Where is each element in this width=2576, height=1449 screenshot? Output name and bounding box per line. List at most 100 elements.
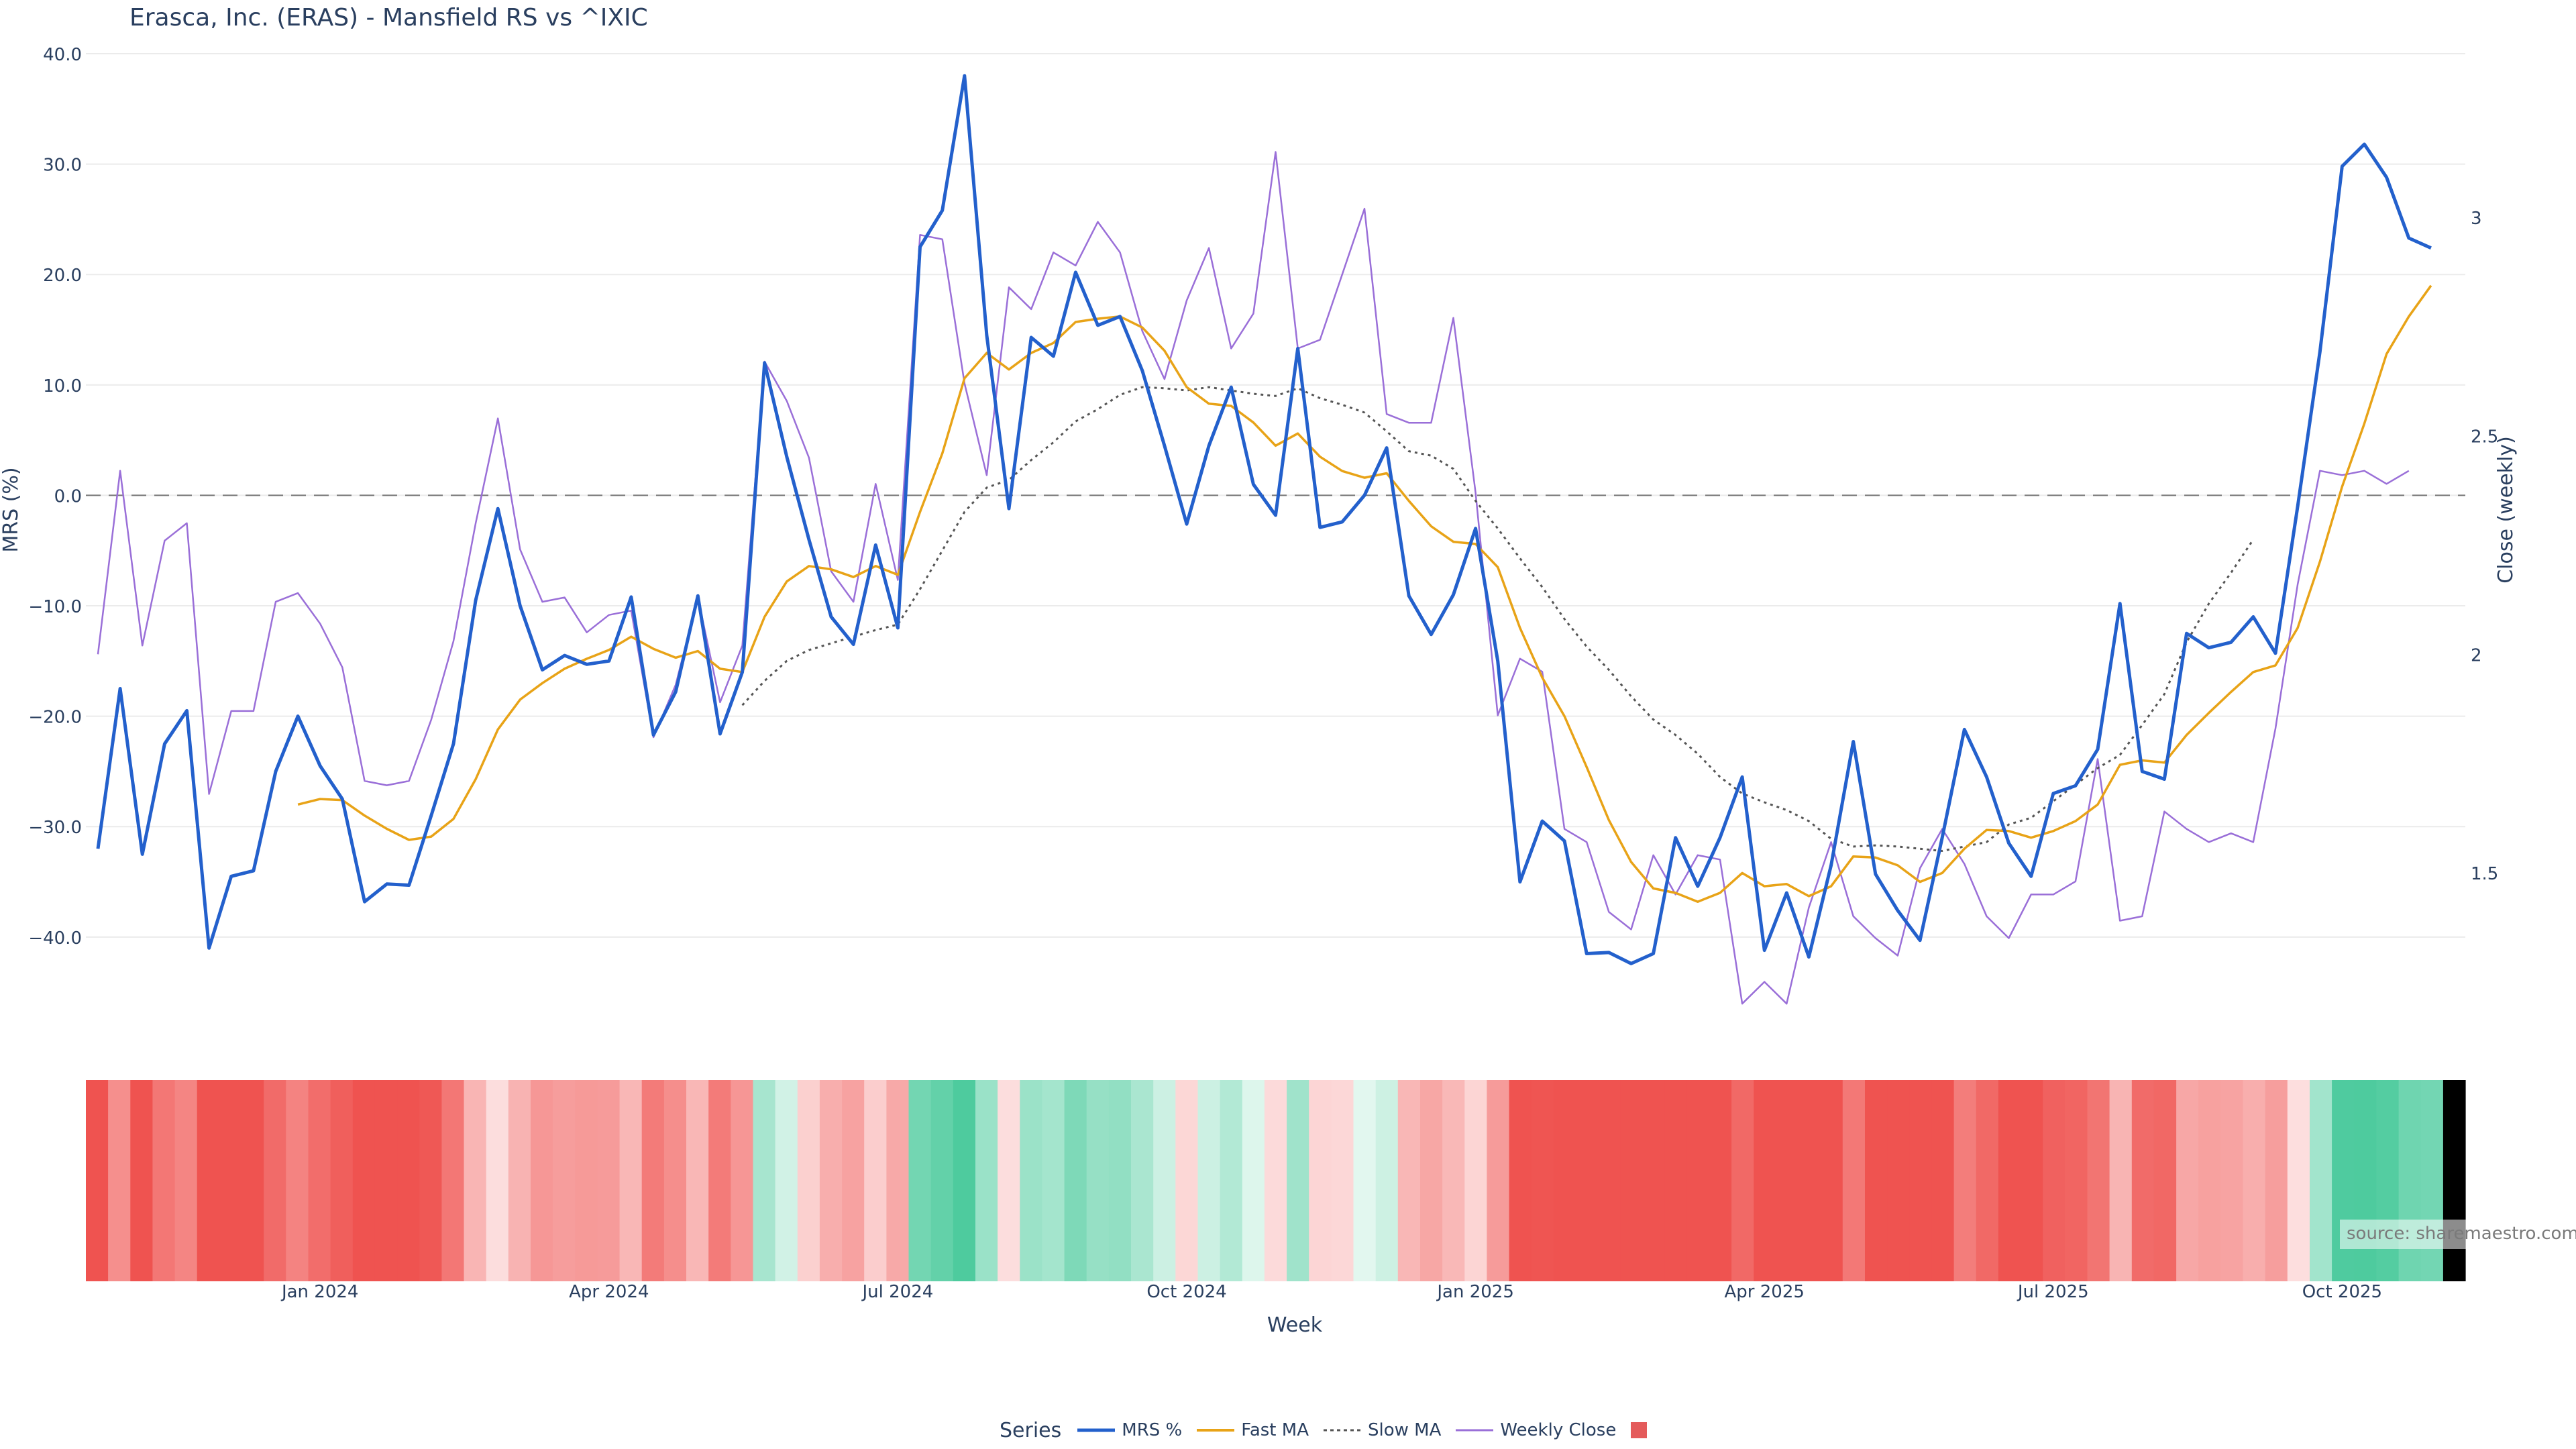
- heat-cell: [842, 1080, 865, 1281]
- heat-cell: [1042, 1080, 1065, 1281]
- heat-cell: [641, 1080, 665, 1281]
- heat-cell: [1931, 1080, 1955, 1281]
- legend-label-slow-ma: Slow MA: [1367, 1420, 1442, 1440]
- heat-cell: [1375, 1080, 1399, 1281]
- heat-cell: [998, 1080, 1020, 1281]
- grid-layer: [86, 53, 2465, 938]
- heat-cell: [553, 1080, 576, 1281]
- x-tick-label: Oct 2024: [1146, 1282, 1226, 1302]
- y-tick-label-left: −20.0: [28, 708, 82, 728]
- heat-cell: [2087, 1080, 2110, 1281]
- series-line-fast-ma: [297, 284, 2432, 903]
- heat-cell: [1331, 1080, 1354, 1281]
- heat-cell: [886, 1080, 910, 1281]
- legend-item-weekly-close[interactable]: Weekly Close: [1454, 1420, 1616, 1440]
- heat-cell: [486, 1080, 509, 1281]
- heat-cell: [597, 1080, 621, 1281]
- x-tick-label: Apr 2025: [1724, 1282, 1804, 1302]
- heat-cell: [864, 1080, 887, 1281]
- heat-cell: [2398, 1080, 2422, 1281]
- heat-cell: [330, 1080, 354, 1281]
- x-tick-label: Oct 2025: [2302, 1282, 2382, 1302]
- heat-cell: [1576, 1080, 1599, 1281]
- heat-cell: [86, 1080, 109, 1281]
- axes-layer: 40.0 30.0 20.0 10.0 0.0 −10.0 −20.0 −30.0 −40.0 3…: [28, 45, 2498, 1302]
- heat-cell: [975, 1080, 998, 1281]
- y-tick-label-right: 2: [2471, 645, 2482, 665]
- heat-cell: [197, 1080, 220, 1281]
- heat-cell: [1442, 1080, 1465, 1281]
- heat-cell: [308, 1080, 331, 1281]
- heat-cell: [2176, 1080, 2199, 1281]
- heat-cell: [2131, 1080, 2155, 1281]
- heat-cell: [1197, 1080, 1221, 1281]
- heat-cell: [1754, 1080, 1776, 1281]
- heat-cell: [1020, 1080, 1042, 1281]
- heat-cell: [1487, 1080, 1510, 1281]
- legend-swatch-heatmap: [1631, 1422, 1648, 1438]
- heat-cell: [1264, 1080, 1287, 1281]
- heat-cell: [1842, 1080, 1866, 1281]
- heat-cell: [152, 1080, 176, 1281]
- legend-swatch-mrs: [1077, 1428, 1116, 1432]
- heat-cell: [1086, 1080, 1110, 1281]
- y-tick-label-left: 20.0: [43, 266, 82, 286]
- x-tick-label: Jul 2024: [861, 1282, 934, 1302]
- heat-cell: [1397, 1080, 1421, 1281]
- series-line-mrs: [96, 74, 2432, 965]
- y-tick-label-left: 10.0: [43, 376, 82, 396]
- legend-item-heatmap[interactable]: [1629, 1421, 1654, 1440]
- legend-label-mrs: MRS %: [1122, 1420, 1183, 1440]
- heat-cell: [1509, 1080, 1532, 1281]
- heat-cell: [2443, 1080, 2466, 1281]
- heat-cell: [1108, 1080, 1132, 1281]
- y-tick-label-right: 2.5: [2471, 427, 2498, 447]
- legend-swatch-fast-ma: [1197, 1429, 1235, 1432]
- heat-cell: [2376, 1080, 2400, 1281]
- heat-cell: [1242, 1080, 1265, 1281]
- heat-cell: [1220, 1080, 1243, 1281]
- legend-item-fast-ma[interactable]: Fast MA: [1195, 1420, 1309, 1440]
- heat-cell: [1798, 1080, 1821, 1281]
- heat-cell: [264, 1080, 286, 1281]
- heat-cell: [1620, 1080, 1643, 1281]
- heat-cell: [286, 1080, 309, 1281]
- y-tick-label-left: 0.0: [54, 486, 82, 506]
- heat-cell: [352, 1080, 376, 1281]
- heat-cell: [130, 1080, 153, 1281]
- legend-item-slow-ma[interactable]: Slow MA: [1322, 1420, 1441, 1440]
- heat-cell: [1598, 1080, 1621, 1281]
- legend-swatch-weekly-close: [1456, 1429, 1494, 1432]
- heat-cell: [731, 1080, 753, 1281]
- heat-cell: [2420, 1080, 2444, 1281]
- y-tick-label-left: −40.0: [28, 928, 82, 949]
- heat-cell: [775, 1080, 798, 1281]
- heat-cell: [108, 1080, 131, 1281]
- heat-cell: [2265, 1080, 2288, 1281]
- heat-cell: [419, 1080, 442, 1281]
- y-tick-label-left: −30.0: [28, 818, 82, 838]
- heat-cell: [2043, 1080, 2065, 1281]
- legend-label-fast-ma: Fast MA: [1241, 1420, 1309, 1440]
- heat-cell: [1420, 1080, 1443, 1281]
- left-axis-title: MRS (%): [0, 467, 23, 552]
- heat-cell: [1976, 1080, 1999, 1281]
- legend-label-weekly-close: Weekly Close: [1500, 1420, 1617, 1440]
- heat-cell: [1531, 1080, 1554, 1281]
- heat-cell: [1464, 1080, 1487, 1281]
- heat-cell: [575, 1080, 598, 1281]
- heat-cell: [1998, 1080, 2021, 1281]
- x-tick-label: Jan 2025: [1436, 1282, 1514, 1302]
- legend-item-mrs[interactable]: MRS %: [1076, 1420, 1182, 1440]
- x-tick-label: Apr 2024: [569, 1282, 649, 1302]
- heat-cell: [2332, 1080, 2355, 1281]
- heat-cell: [819, 1080, 843, 1281]
- heat-cell: [1664, 1080, 1688, 1281]
- heat-cell: [2243, 1080, 2266, 1281]
- heat-cell: [2310, 1080, 2332, 1281]
- heat-cell: [2065, 1080, 2088, 1281]
- heat-cell: [1353, 1080, 1377, 1281]
- x-axis-title: Week: [1267, 1313, 1323, 1337]
- heat-cell: [1642, 1080, 1666, 1281]
